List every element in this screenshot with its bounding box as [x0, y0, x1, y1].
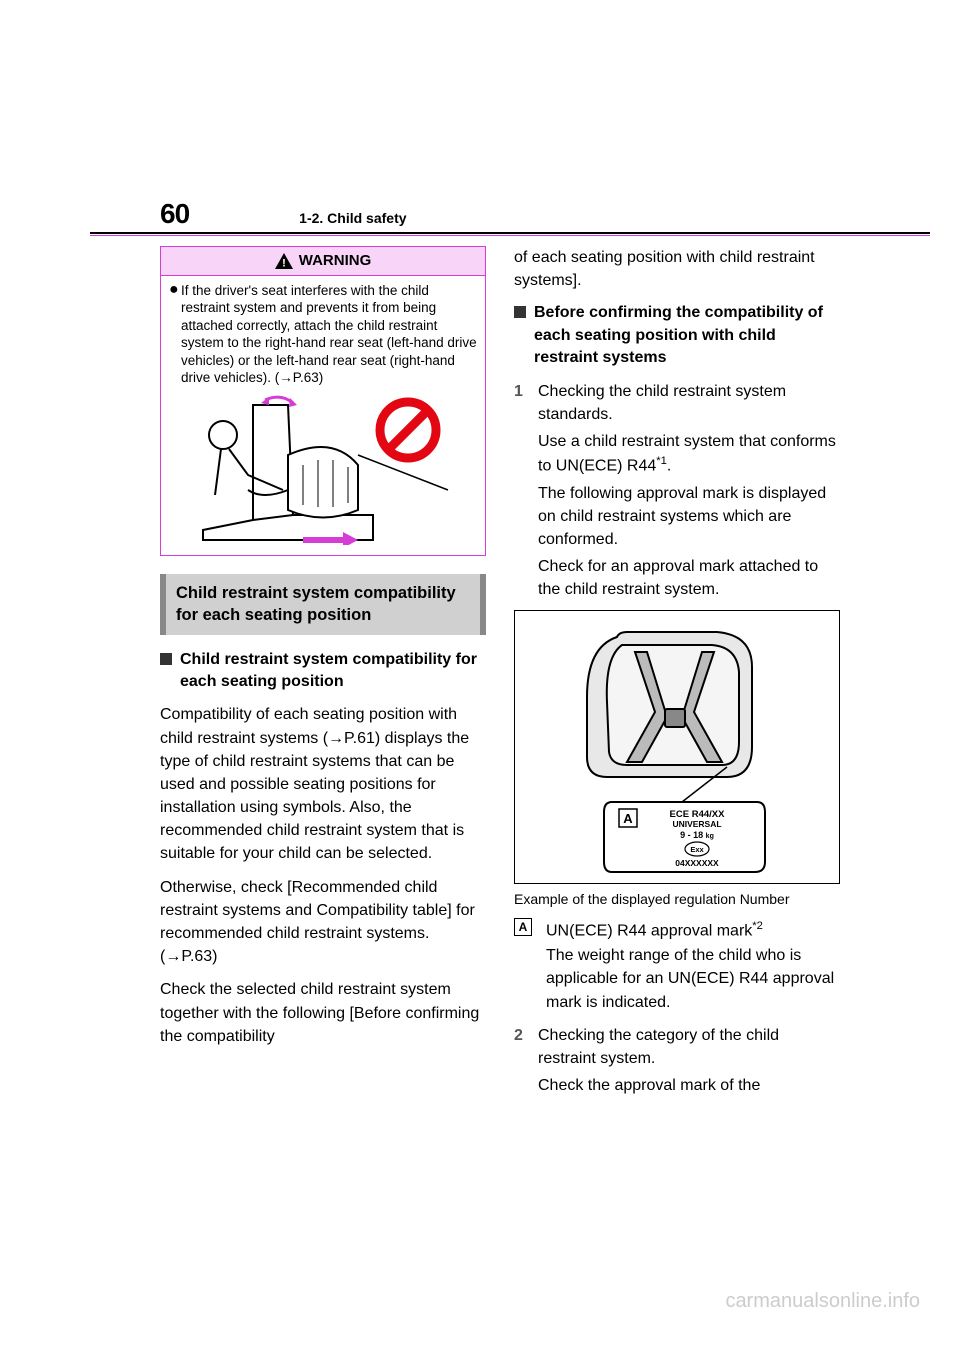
- section-heading: Child restraint system compatibility for…: [160, 574, 486, 635]
- subheading-1-text: Child restraint system compatibility for…: [180, 649, 486, 694]
- section-label: 1-2. Child safety: [299, 210, 406, 226]
- body1-p1: Compatibility of each seating position w…: [160, 703, 486, 865]
- content-columns: ! WARNING ● If the driver's seat interfe…: [160, 246, 840, 1178]
- item-a-body: UN(ECE) R44 approval mark*2 The weight r…: [544, 918, 840, 1014]
- fig-line2: UNIVERSAL: [672, 819, 721, 829]
- subheading-1: Child restraint system compatibility for…: [160, 649, 486, 694]
- step-1-number: 1: [514, 380, 528, 602]
- step2-line1: Checking the category of the child restr…: [538, 1024, 840, 1070]
- fig-circle: Exx: [690, 845, 704, 854]
- square-bullet-icon: [514, 306, 526, 318]
- warning-illustration: [169, 395, 477, 545]
- body-paragraph-1: Compatibility of each seating position w…: [160, 703, 486, 865]
- warning-box: ! WARNING ● If the driver's seat interfe…: [160, 246, 486, 556]
- body-paragraph-2: Otherwise, check [Recommended child rest…: [160, 876, 486, 969]
- body1-p2: Otherwise, check [Recommended child rest…: [160, 876, 486, 969]
- letter-box-a: A: [514, 918, 532, 936]
- right-column: of each seating position with child rest…: [514, 246, 840, 1178]
- figure-caption: Example of the displayed regulation Numb…: [514, 890, 840, 908]
- page-header: 60 1-2. Child safety: [160, 198, 870, 230]
- body-paragraph-3: Check the selected child restraint syste…: [160, 978, 486, 1048]
- page: 60 1-2. Child safety ! WARNING: [0, 0, 960, 1358]
- square-bullet-icon: [160, 653, 172, 665]
- warning-body: ● If the driver's seat interferes with t…: [161, 276, 485, 555]
- header-rule-bottom: [90, 235, 930, 236]
- left-column: ! WARNING ● If the driver's seat interfe…: [160, 246, 486, 1178]
- step-1-body: Checking the child restraint system stan…: [538, 380, 840, 602]
- header-rule-top: [90, 232, 930, 234]
- svg-text:!: !: [282, 257, 286, 269]
- subheading-2-text: Before confirming the compatibility of e…: [534, 302, 840, 369]
- subheading-2: Before confirming the compatibility of e…: [514, 302, 840, 369]
- watermark: carmanualsonline.info: [725, 1290, 920, 1313]
- prohibition-icon: [380, 402, 436, 458]
- warning-header: ! WARNING: [161, 247, 485, 276]
- item-a: A UN(ECE) R44 approval mark*2 The weight…: [514, 918, 840, 1014]
- step1-line1: Checking the child restraint system stan…: [538, 380, 840, 426]
- fig-line4: 04XXXXXX: [675, 858, 719, 868]
- body1-p3: Check the selected child restraint syste…: [160, 978, 486, 1048]
- step1-line3: The following approval mark is displayed…: [538, 482, 840, 552]
- bullet-icon: ●: [169, 282, 181, 387]
- figure-letter-a: A: [623, 811, 633, 826]
- step1-line4: Check for an approval mark attached to t…: [538, 555, 840, 601]
- step-2-number: 2: [514, 1024, 528, 1098]
- step-2-body: Checking the category of the child restr…: [538, 1024, 840, 1098]
- step1-line2: Use a child restraint system that confor…: [538, 430, 840, 478]
- approval-mark-figure: A ECE R44/XX UNIVERSAL 9 - 18 kg Exx 04X…: [514, 610, 840, 884]
- step-1: 1 Checking the child restraint system st…: [514, 380, 840, 602]
- col2-top: of each seating position with child rest…: [514, 246, 840, 292]
- item-a-line2: The weight range of the child who is app…: [546, 944, 840, 1014]
- warning-text: If the driver's seat interferes with the…: [181, 282, 477, 387]
- page-number: 60: [160, 198, 189, 230]
- step2-line2: Check the approval mark of the: [538, 1074, 840, 1097]
- col2-continuation: of each seating position with child rest…: [514, 246, 840, 292]
- warning-triangle-icon: !: [275, 253, 293, 269]
- warning-bullet-item: ● If the driver's seat interferes with t…: [169, 282, 477, 387]
- warning-title: WARNING: [299, 250, 372, 272]
- step-2: 2 Checking the category of the child res…: [514, 1024, 840, 1098]
